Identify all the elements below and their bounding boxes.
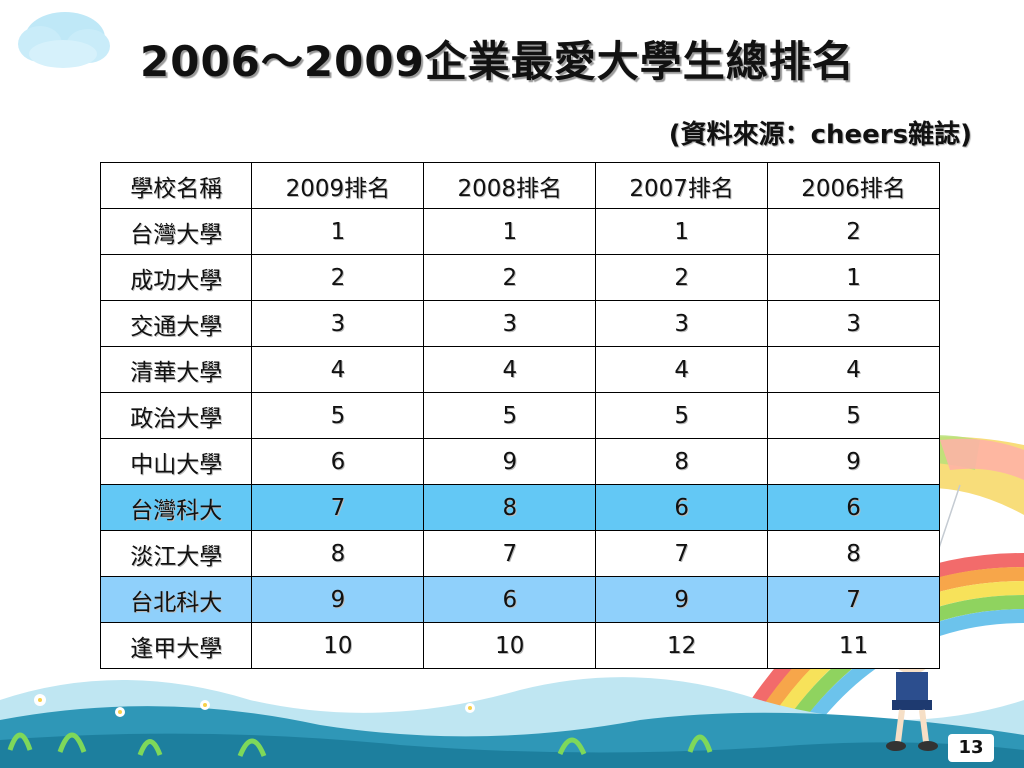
rank-2006: 2: [767, 208, 940, 255]
header-2007: 2007排名: [595, 162, 769, 209]
rank-2009: 1: [251, 208, 425, 255]
school-name: 交通大學: [99, 300, 253, 347]
cloud-icon: [18, 12, 110, 68]
rank-2008: 10: [423, 622, 597, 669]
school-name: 中山大學: [99, 438, 253, 485]
rank-2009: 4: [251, 346, 425, 393]
rank-2007: 9: [595, 576, 769, 623]
header-2009: 2009排名: [251, 162, 425, 209]
school-name: 政治大學: [99, 392, 253, 439]
rank-2009: 6: [251, 438, 425, 485]
rank-2007: 5: [595, 392, 769, 439]
rank-2009: 3: [251, 300, 425, 347]
rank-2008: 2: [423, 254, 597, 301]
page-number: 13: [948, 734, 994, 762]
rank-2009: 5: [251, 392, 425, 439]
rank-2006: 3: [767, 300, 940, 347]
table-row: 逢甲大學 10 10 12 11: [99, 622, 940, 669]
table-row: 清華大學 4 4 4 4: [99, 346, 940, 393]
school-name: 台灣大學: [99, 208, 253, 255]
school-name: 逢甲大學: [99, 622, 253, 669]
rank-2008: 4: [423, 346, 597, 393]
table-row: 台灣大學 1 1 1 2: [99, 208, 940, 255]
ranking-table: 學校名稱 2009排名 2008排名 2007排名 2006排名 台灣大學 1 …: [99, 162, 940, 669]
rank-2008: 7: [423, 530, 597, 577]
header-2008: 2008排名: [423, 162, 597, 209]
rank-2008: 8: [423, 484, 597, 531]
rank-2009: 10: [251, 622, 425, 669]
rank-2006: 8: [767, 530, 940, 577]
rank-2007: 2: [595, 254, 769, 301]
rank-2006: 4: [767, 346, 940, 393]
rank-2008: 3: [423, 300, 597, 347]
school-name: 台灣科大: [99, 484, 253, 531]
rank-2006: 1: [767, 254, 940, 301]
rank-2007: 1: [595, 208, 769, 255]
rank-2008: 9: [423, 438, 597, 485]
table-header-row: 學校名稱 2009排名 2008排名 2007排名 2006排名: [99, 162, 940, 209]
slide-title: 2006～2009企業最愛大學生總排名: [140, 37, 855, 86]
school-name: 台北科大: [99, 576, 253, 623]
table-row: 成功大學 2 2 2 1: [99, 254, 940, 301]
table-row: 淡江大學 8 7 7 8: [99, 530, 940, 577]
school-name: 清華大學: [99, 346, 253, 393]
header-school: 學校名稱: [99, 162, 253, 209]
rank-2009: 2: [251, 254, 425, 301]
rank-2006: 5: [767, 392, 940, 439]
rank-2007: 7: [595, 530, 769, 577]
table-row: 中山大學 6 9 8 9: [99, 438, 940, 485]
rank-2009: 7: [251, 484, 425, 531]
rank-2006: 7: [767, 576, 940, 623]
rank-2009: 8: [251, 530, 425, 577]
school-name: 淡江大學: [99, 530, 253, 577]
table-row-highlighted: 台北科大 9 6 9 7: [99, 576, 940, 623]
table-row: 政治大學 5 5 5 5: [99, 392, 940, 439]
source-citation: (資料來源：cheers雜誌): [668, 120, 972, 150]
rank-2008: 5: [423, 392, 597, 439]
school-name: 成功大學: [99, 254, 253, 301]
table-row-highlighted: 台灣科大 7 8 6 6: [99, 484, 940, 531]
rank-2007: 8: [595, 438, 769, 485]
rank-2009: 9: [251, 576, 425, 623]
rank-2008: 1: [423, 208, 597, 255]
grass-hills-icon: [0, 677, 1024, 768]
flower-icon: [34, 694, 475, 717]
rank-2007: 6: [595, 484, 769, 531]
rank-2007: 4: [595, 346, 769, 393]
rank-2006: 9: [767, 438, 940, 485]
table-row: 交通大學 3 3 3 3: [99, 300, 940, 347]
header-2006: 2006排名: [767, 162, 940, 209]
rank-2006: 11: [767, 622, 940, 669]
rank-2006: 6: [767, 484, 940, 531]
rank-2007: 12: [595, 622, 769, 669]
rank-2008: 6: [423, 576, 597, 623]
rank-2007: 3: [595, 300, 769, 347]
